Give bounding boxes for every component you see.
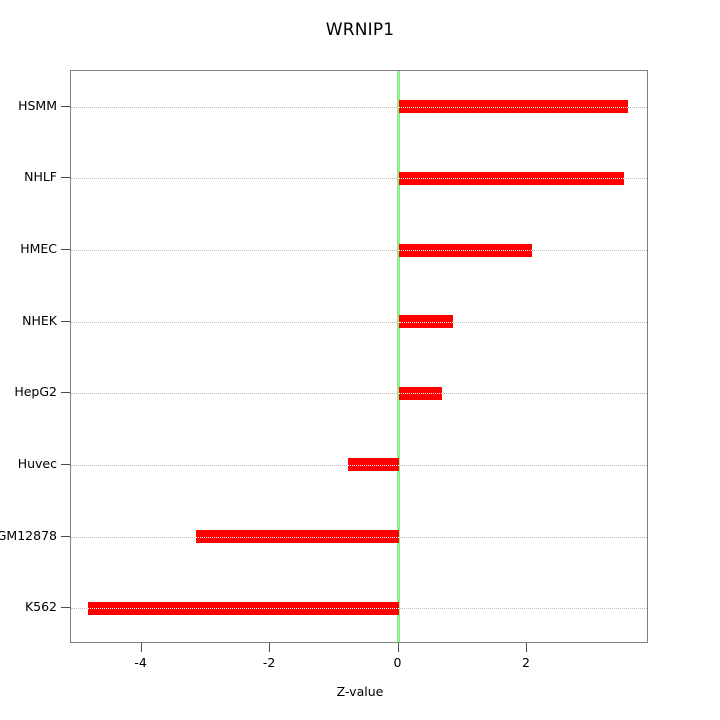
y-tick: [61, 177, 70, 179]
bar-k562: [88, 601, 399, 615]
grid-line: [71, 393, 647, 395]
y-axis-label-hmec: HMEC: [20, 241, 57, 257]
y-tick: [61, 535, 70, 537]
y-tick: [61, 463, 70, 465]
x-axis-title: Z-value: [336, 684, 384, 699]
y-axis-label-nhek: NHEK: [22, 312, 57, 328]
grid-line: [71, 250, 647, 252]
x-axis-tick-label: 2: [521, 655, 530, 670]
x-tick: [525, 643, 527, 652]
bar-gm12878: [196, 530, 399, 544]
x-tick: [140, 643, 142, 652]
y-axis-label-gm12878: GM12878: [0, 527, 57, 543]
grid-line: [71, 178, 647, 180]
y-tick: [61, 249, 70, 251]
bar-hepg2: [398, 386, 443, 400]
page-title: WRNIP1: [325, 20, 395, 40]
bar-nhek: [398, 315, 454, 329]
y-axis-label-huvec: Huvec: [17, 455, 57, 471]
bar-hmec: [398, 243, 533, 257]
y-tick: [61, 392, 70, 394]
grid-line: [71, 321, 647, 323]
x-axis-tick-label: 0: [393, 655, 402, 670]
y-axis-label-nhlf: NHLF: [24, 169, 57, 185]
y-axis-label-hsmm: HSMM: [18, 97, 57, 113]
x-axis-tick-label: -4: [134, 655, 147, 670]
y-axis-label-hepg2: HepG2: [14, 384, 57, 400]
x-axis-tick-label: -2: [262, 655, 276, 670]
zero-reference-line: [397, 71, 401, 642]
grid-line: [71, 106, 647, 108]
y-tick: [61, 607, 70, 609]
plot-area: [70, 70, 648, 643]
y-axis-label-k562: K562: [24, 599, 57, 615]
bar-huvec: [347, 458, 399, 472]
x-tick: [269, 643, 271, 652]
y-axis-labels: HSMM NHLF HMEC NHEK HepG2 Huvec GM12878 K562: [0, 0, 57, 720]
bar-hsmm: [398, 100, 629, 114]
y-tick: [61, 320, 70, 322]
x-tick: [397, 643, 399, 652]
bar-nhlf: [398, 171, 625, 185]
y-tick: [61, 105, 70, 107]
